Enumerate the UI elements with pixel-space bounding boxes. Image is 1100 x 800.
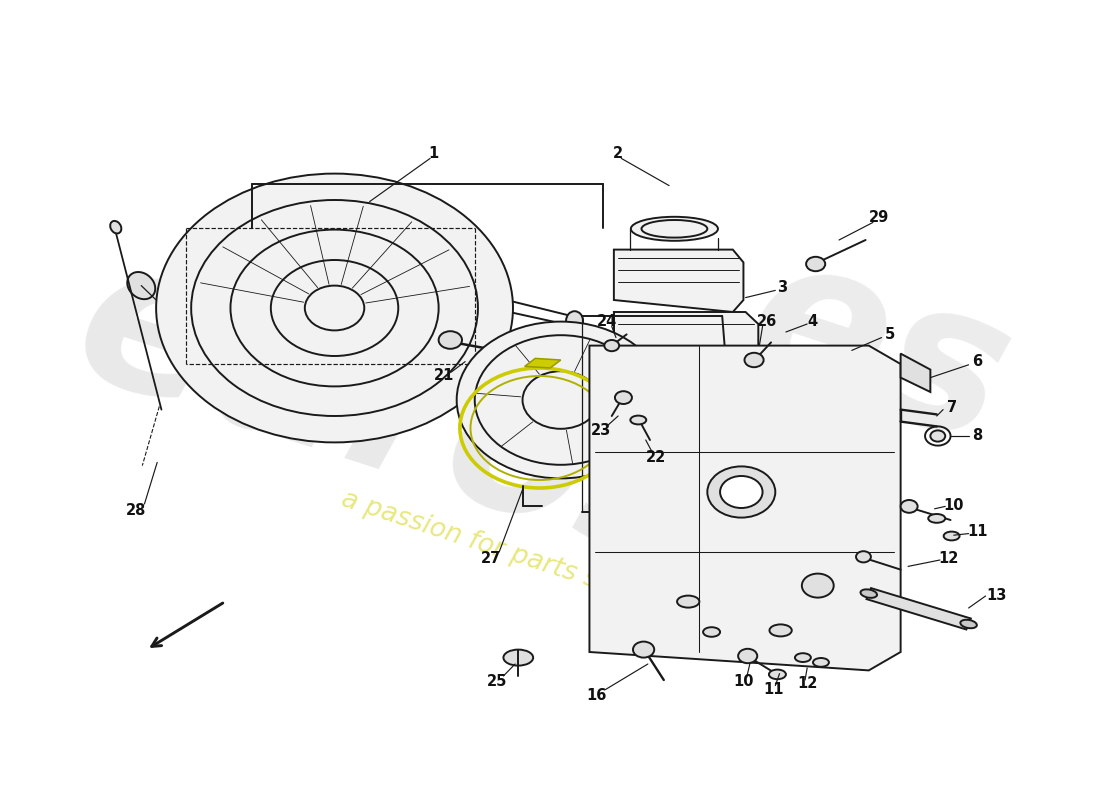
Text: 1: 1: [428, 146, 439, 161]
Ellipse shape: [769, 670, 785, 679]
Text: euros: euros: [53, 220, 734, 612]
Circle shape: [738, 649, 757, 663]
Text: 26: 26: [757, 314, 777, 329]
Text: 2: 2: [613, 146, 624, 161]
Text: 8: 8: [972, 429, 982, 443]
Text: 22: 22: [646, 450, 667, 465]
Circle shape: [439, 331, 462, 349]
Ellipse shape: [110, 221, 121, 234]
Text: 23: 23: [591, 423, 612, 438]
Circle shape: [901, 500, 917, 513]
Circle shape: [632, 642, 654, 658]
Ellipse shape: [631, 217, 718, 241]
Circle shape: [856, 551, 871, 562]
Polygon shape: [667, 364, 693, 384]
Polygon shape: [901, 354, 931, 392]
Text: 21: 21: [433, 369, 454, 383]
Text: 16: 16: [586, 689, 607, 703]
Text: 5: 5: [884, 327, 895, 342]
Ellipse shape: [960, 620, 977, 628]
Text: 25: 25: [487, 674, 507, 689]
Text: 28: 28: [125, 503, 146, 518]
Circle shape: [156, 174, 513, 442]
Text: es: es: [723, 217, 1033, 487]
Circle shape: [707, 466, 776, 518]
Text: 12: 12: [798, 677, 817, 691]
Text: 12: 12: [938, 551, 958, 566]
Text: 10: 10: [944, 498, 964, 513]
Text: 7: 7: [946, 401, 957, 415]
Circle shape: [534, 352, 554, 368]
Ellipse shape: [944, 532, 959, 541]
Text: 11: 11: [967, 525, 988, 539]
Text: 6: 6: [972, 354, 982, 369]
Circle shape: [720, 476, 762, 508]
Ellipse shape: [128, 272, 155, 299]
Polygon shape: [867, 588, 971, 630]
Circle shape: [456, 322, 664, 478]
Text: 13: 13: [986, 589, 1006, 603]
Polygon shape: [614, 250, 744, 312]
Ellipse shape: [813, 658, 829, 667]
Circle shape: [604, 340, 619, 351]
Circle shape: [802, 574, 834, 598]
Ellipse shape: [566, 311, 583, 330]
Ellipse shape: [770, 624, 792, 637]
Ellipse shape: [795, 653, 811, 662]
Circle shape: [806, 257, 825, 271]
Ellipse shape: [630, 416, 647, 424]
Text: 3: 3: [777, 281, 786, 295]
Text: 29: 29: [869, 210, 890, 225]
Polygon shape: [629, 364, 654, 384]
Polygon shape: [590, 346, 901, 670]
Circle shape: [615, 391, 631, 404]
Text: 4: 4: [807, 314, 817, 329]
Circle shape: [745, 353, 763, 367]
Ellipse shape: [504, 650, 534, 666]
Text: 11: 11: [763, 682, 783, 697]
Ellipse shape: [928, 514, 945, 523]
Text: a passion for parts since 1985: a passion for parts since 1985: [338, 486, 725, 634]
Text: 27: 27: [481, 551, 500, 566]
Ellipse shape: [703, 627, 720, 637]
Ellipse shape: [678, 595, 700, 608]
Text: 10: 10: [734, 674, 754, 689]
Text: 24: 24: [597, 314, 617, 329]
Circle shape: [931, 430, 945, 442]
Polygon shape: [614, 312, 758, 364]
Polygon shape: [525, 358, 561, 368]
Ellipse shape: [860, 590, 877, 598]
